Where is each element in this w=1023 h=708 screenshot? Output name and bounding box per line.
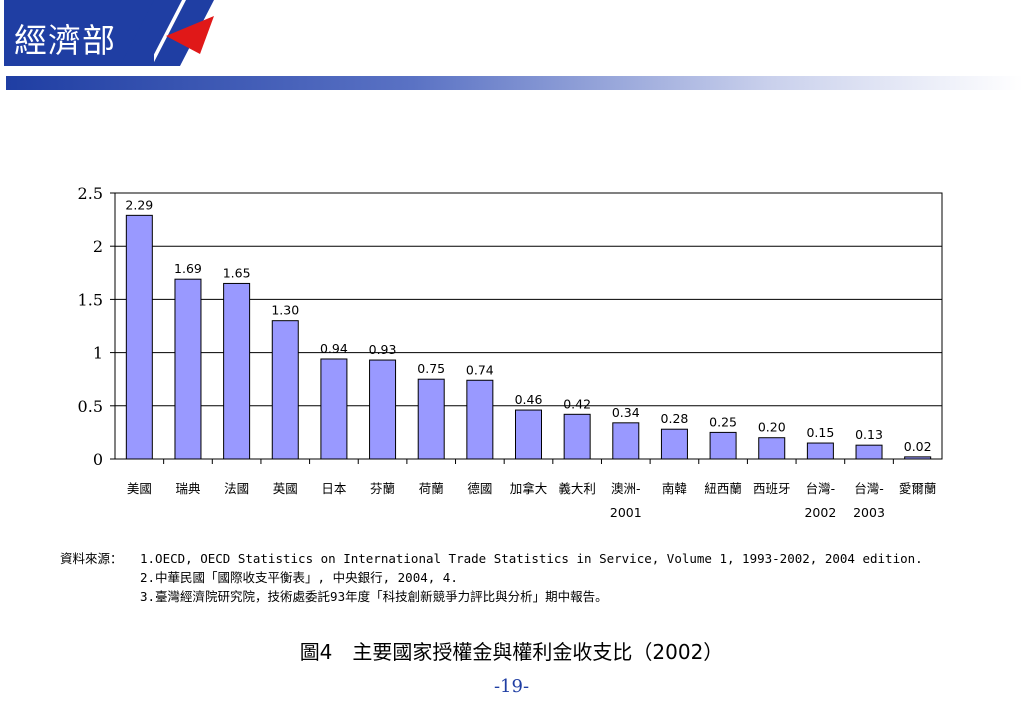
x-tick-label: 英國 <box>273 481 298 496</box>
bar <box>369 359 397 460</box>
x-tick-label: 荷蘭 <box>419 481 444 496</box>
data-label: 2.29 <box>125 197 153 212</box>
bar <box>174 278 202 460</box>
x-tick-label: 瑞典 <box>175 481 200 496</box>
y-tick-label: 2.5 <box>78 184 103 203</box>
data-label: 0.42 <box>563 396 591 411</box>
bar <box>125 214 153 460</box>
source-label: 資料來源： <box>60 551 123 566</box>
x-tick-label: 法國 <box>224 481 249 496</box>
data-label: 0.93 <box>369 342 397 357</box>
bar <box>271 320 299 460</box>
x-tick-label: 台灣- <box>854 481 884 496</box>
bar <box>417 378 445 460</box>
source-line-2: 2.中華民國「國際收支平衡表」, 中央銀行, 2004, 4. <box>140 570 458 585</box>
data-label: 0.46 <box>515 392 543 407</box>
source-notes: 資料來源： 1.OECD, OECD Statistics on Internat… <box>60 549 923 606</box>
bar <box>709 431 737 460</box>
data-label: 0.25 <box>709 414 737 429</box>
x-tick-label: 德國 <box>467 481 492 496</box>
x-tick-label: 西班牙 <box>753 481 791 496</box>
data-label: 0.20 <box>758 420 786 435</box>
bar <box>320 358 348 460</box>
data-label: 0.13 <box>855 427 883 442</box>
bar <box>515 409 542 460</box>
y-tick-label: 0 <box>93 450 103 469</box>
figure-caption: 圖4 主要國家授權金與權利金收支比（2002） <box>299 640 724 664</box>
header: 經濟部 <box>0 0 1023 92</box>
x-tick-label: 南韓 <box>662 481 687 496</box>
source-line-1: 1.OECD, OECD Statistics on International… <box>140 551 923 566</box>
bar <box>660 428 688 460</box>
data-label: 0.28 <box>661 411 689 426</box>
x-tick-label: 日本 <box>321 481 347 496</box>
x-tick-label: 台灣- <box>806 481 836 496</box>
x-tick-label: 紐西蘭 <box>704 481 742 496</box>
source-line-3: 3.臺灣經濟院研究院，技術處委託93年度「科技創新競爭力評比與分析」期中報告。 <box>140 589 608 604</box>
data-label: 0.15 <box>806 425 834 440</box>
x-tick-label: 2003 <box>853 505 885 520</box>
bar <box>223 282 251 460</box>
x-tick-label: 澳洲- <box>611 481 641 496</box>
bar <box>855 444 883 460</box>
bar <box>904 456 932 460</box>
data-label: 0.75 <box>417 361 445 376</box>
data-label: 1.30 <box>271 303 299 318</box>
y-tick-label: 1.5 <box>78 290 103 309</box>
page-number: -19- <box>493 676 530 697</box>
data-label: 0.34 <box>612 405 640 420</box>
data-label: 0.74 <box>466 362 494 377</box>
data-label: 1.65 <box>223 265 251 280</box>
data-label: 1.69 <box>174 261 202 276</box>
x-tick-label: 加拿大 <box>510 481 548 496</box>
y-tick-label: 0.5 <box>78 397 103 416</box>
bar <box>758 437 786 460</box>
x-tick-label: 愛爾蘭 <box>899 481 937 496</box>
logo-text: 經濟部 <box>14 21 116 60</box>
y-tick-label: 2 <box>93 237 103 256</box>
data-label: 0.02 <box>904 439 932 454</box>
header-gradient-bar <box>6 76 1023 90</box>
logo-graphic <box>4 0 214 66</box>
y-tick-label: 1 <box>93 344 103 363</box>
x-tick-label: 2002 <box>804 505 836 520</box>
x-tick-label: 美國 <box>127 481 152 496</box>
x-tick-label: 義大利 <box>558 481 596 496</box>
data-label: 0.94 <box>320 341 348 356</box>
bar <box>466 379 494 460</box>
bar <box>563 413 591 460</box>
bar <box>612 422 640 460</box>
bar <box>806 442 834 460</box>
x-tick-label: 2001 <box>610 505 642 520</box>
bar-chart: 0 0.5 1 1.5 2 2.5 2.29 美國 1.69 瑞典 1.65 法國 1.30 英國 0.94… <box>78 184 943 520</box>
x-tick-label: 芬蘭 <box>370 481 395 496</box>
